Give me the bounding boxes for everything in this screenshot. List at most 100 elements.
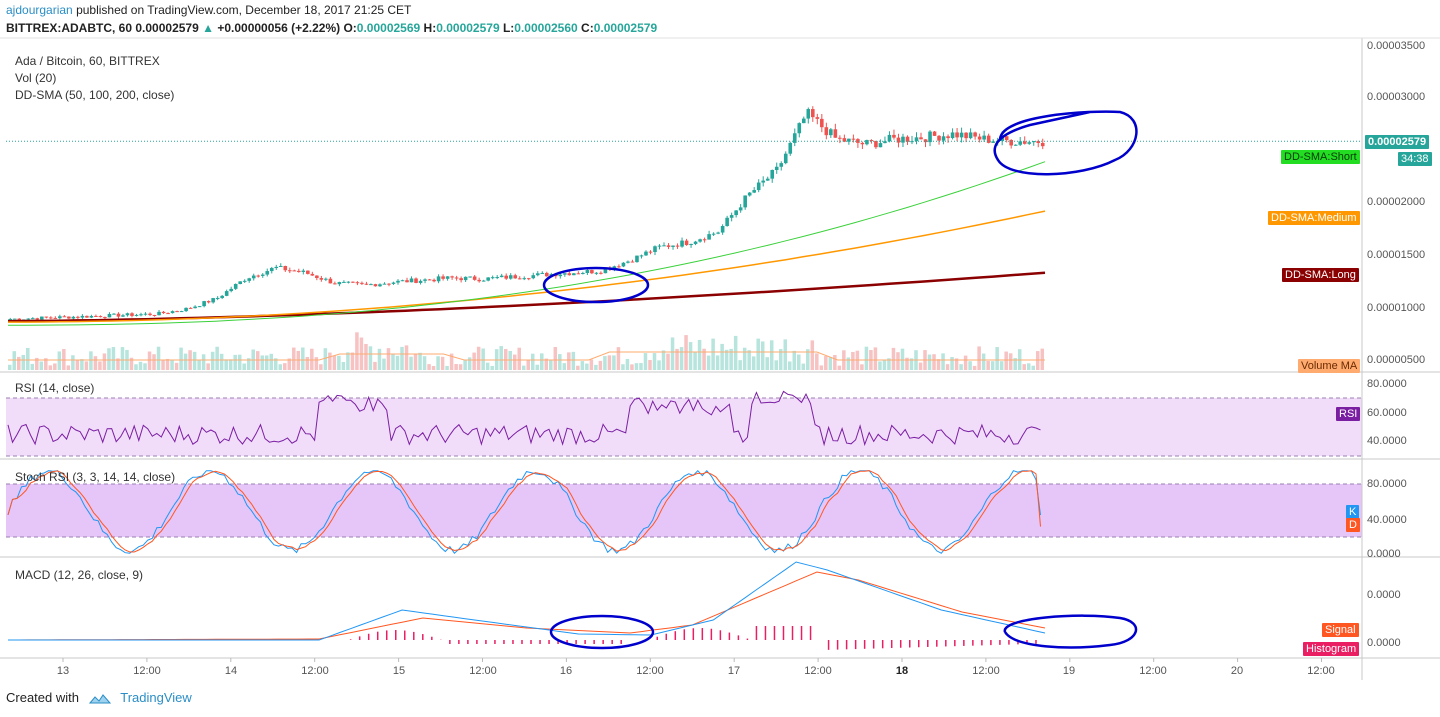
candle-body [653, 246, 657, 253]
candle-body [630, 261, 635, 263]
candle-body [441, 276, 445, 279]
time-tick: 18 [895, 665, 909, 677]
high-value: 0.00002579 [436, 21, 500, 35]
volume-bar [39, 361, 44, 370]
stoch-label: Stoch RSI (3, 3, 14, 14, close) [15, 470, 176, 484]
candle-body [923, 139, 928, 143]
volume-bar [120, 347, 125, 370]
candle-body [49, 317, 53, 319]
volume-bar [161, 360, 165, 370]
annotation-circle [1003, 614, 1138, 649]
volume-bar [44, 358, 48, 370]
volume-bar [1004, 351, 1008, 370]
volume-bar [373, 361, 377, 370]
candle-body [179, 311, 184, 313]
volume-bar [806, 349, 810, 370]
candle-body [869, 140, 874, 142]
candle-body [824, 127, 829, 136]
candle-body [1013, 144, 1018, 146]
volume-bar [57, 351, 62, 370]
candle-body [761, 180, 766, 183]
candle-body [959, 132, 964, 138]
candle-body [946, 136, 950, 139]
volume-bar [328, 352, 332, 370]
volume-bar [769, 340, 774, 370]
tradingview-link[interactable]: TradingView [120, 690, 192, 705]
volume-bar [269, 353, 274, 370]
volume-bar [567, 352, 571, 370]
volume-bar [283, 363, 287, 370]
candle-body [301, 270, 306, 272]
volume-bar [589, 359, 594, 370]
close-value: 0.00002579 [593, 21, 658, 35]
volume-bar [233, 354, 237, 370]
volume-bar [8, 364, 12, 370]
candle-body [310, 273, 315, 276]
volume-bar [792, 350, 797, 370]
volume-bar [449, 353, 454, 370]
volume-bar [580, 361, 585, 370]
time-tick: 13 [56, 665, 70, 677]
signal-tag: Signal [1322, 623, 1359, 637]
volume-bar [350, 352, 355, 370]
volume-bar [62, 348, 66, 370]
volume-bar [729, 348, 733, 370]
stoch-tick: 80.0000 [1367, 478, 1407, 490]
volume-bar [905, 357, 909, 370]
candle-body [125, 313, 130, 316]
stoch-tick: 0.0000 [1367, 548, 1401, 560]
candle-body [71, 316, 76, 319]
candle-body [810, 109, 815, 118]
volume-bar [724, 349, 729, 370]
volume-bar [720, 343, 724, 370]
candle-body [801, 118, 806, 124]
volume-bar [679, 347, 684, 370]
candle-body [333, 283, 337, 285]
price-tick: 0.00003500 [1367, 40, 1426, 52]
volume-bar [35, 357, 39, 370]
rsi-tick: 40.0000 [1367, 435, 1407, 447]
candle-body [76, 316, 80, 318]
candle-body [369, 284, 373, 286]
volume-ma-line [8, 351, 1045, 361]
volume-bar [738, 360, 742, 370]
candle-body [878, 143, 883, 148]
volume-bar [80, 359, 84, 370]
volume-bar [657, 360, 661, 370]
candle-body [391, 282, 396, 284]
candle-body [829, 129, 833, 136]
volume-bar [742, 347, 747, 370]
candle-body [342, 281, 346, 283]
candle-body [405, 280, 409, 283]
volume-bar [116, 358, 120, 370]
time-tick: 12:00 [301, 665, 329, 677]
rsi-band [6, 398, 1362, 456]
candle-body [1009, 139, 1013, 146]
candle-body [576, 273, 581, 275]
author-link[interactable]: ajdourgarian [6, 3, 73, 17]
histogram-tag: Histogram [1303, 642, 1360, 656]
price-tick: 0.00003000 [1367, 91, 1426, 103]
volume-bar [693, 352, 697, 370]
candle-body [765, 178, 770, 181]
volume-bar [66, 365, 71, 370]
candle-body [666, 245, 671, 247]
macd-label: MACD (12, 26, close, 9) [15, 568, 144, 582]
candle-body [287, 270, 292, 272]
volume-bar [891, 347, 896, 370]
candle-body [711, 233, 716, 235]
volume-bar [323, 348, 328, 370]
candle-body [148, 313, 152, 315]
candle-body [315, 275, 319, 279]
candle-body [851, 138, 856, 140]
sma-medium-line [8, 210, 1046, 323]
candle-body [644, 251, 648, 256]
symbol-header: BITTREX:ADABTC, 60 0.00002579 ▲ +0.00000… [6, 21, 657, 35]
candle-body [1031, 141, 1036, 143]
volume-bar [463, 359, 467, 370]
volume-bar [485, 362, 490, 370]
footer: Created with TradingView [6, 690, 192, 705]
volume-bar [445, 365, 449, 370]
volume-bar [458, 364, 463, 370]
